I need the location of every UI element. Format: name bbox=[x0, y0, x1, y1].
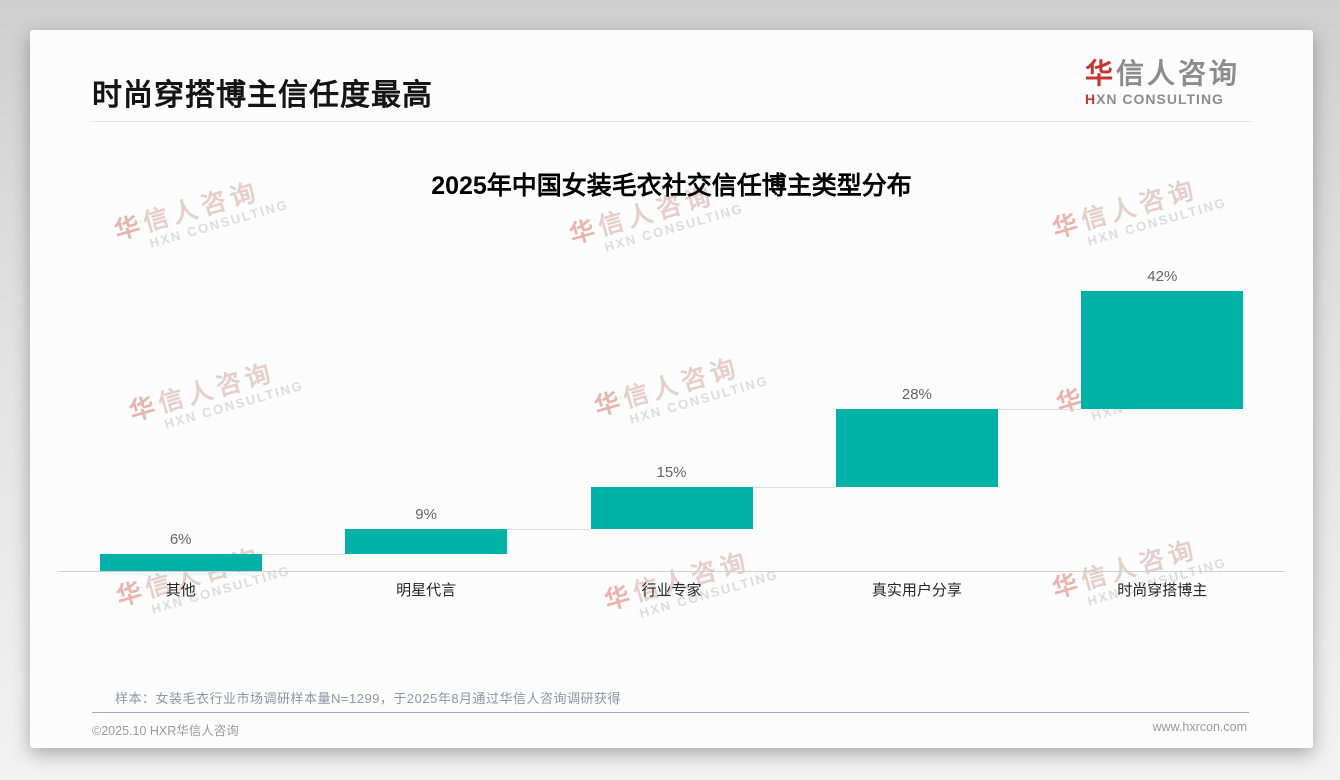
category-label: 时尚穿搭博主 bbox=[1117, 582, 1208, 599]
category-label: 其他 bbox=[165, 582, 196, 599]
footer-website[interactable]: www.hxrcon.com bbox=[1152, 720, 1247, 734]
sample-note: 样本：女装毛衣行业市场调研样本量N=1299，于2025年8月通过华信人咨询调研… bbox=[115, 691, 622, 706]
waterfall-connector bbox=[261, 554, 346, 556]
bar-时尚穿搭博主 bbox=[1081, 291, 1244, 409]
brand-logo-en-accent: H bbox=[1084, 91, 1097, 107]
bar-value-label: 28% bbox=[901, 385, 932, 403]
x-axis-line bbox=[58, 571, 1285, 572]
brand-logo-english: HXN CONSULTING bbox=[1085, 91, 1240, 107]
bar-真实用户分享 bbox=[835, 408, 998, 487]
chart-title: 2025年中国女装毛衣社交信任博主类型分布 bbox=[431, 172, 912, 200]
footer-divider bbox=[92, 712, 1249, 713]
bar-明星代言 bbox=[345, 529, 508, 555]
title-divider bbox=[90, 121, 1251, 122]
brand-logo-zh-rest: 信人咨询 bbox=[1115, 58, 1240, 89]
bar-value-label: 6% bbox=[169, 531, 192, 549]
bar-value-label: 42% bbox=[1147, 268, 1178, 285]
brand-logo-zh-accent: 华 bbox=[1084, 58, 1116, 89]
bar-value-label: 9% bbox=[415, 506, 437, 523]
category-label: 行业专家 bbox=[641, 582, 702, 599]
bar-value-label: 15% bbox=[656, 464, 687, 481]
brand-logo-en-rest: XN CONSULTING bbox=[1096, 91, 1224, 107]
brand-logo: 华信人咨询 HXN CONSULTING bbox=[1085, 58, 1240, 107]
page-title: 时尚穿搭博主信任度最高 bbox=[92, 79, 433, 112]
brand-logo-chinese: 华信人咨询 bbox=[1085, 58, 1240, 90]
waterfall-connector bbox=[997, 408, 1082, 410]
waterfall-connector bbox=[752, 487, 836, 488]
bar-其他 bbox=[99, 554, 262, 571]
category-label: 明星代言 bbox=[396, 582, 457, 599]
bar-行业专家 bbox=[590, 487, 753, 529]
report-card: 华信人咨询 HXN CONSULTING 华信人咨询 HXN CONSULTING 华信… bbox=[30, 30, 1313, 748]
category-label: 真实用户分享 bbox=[871, 582, 962, 599]
footer-copyright: ©2025.10 HXR华信人咨询 bbox=[92, 724, 239, 738]
waterfall-connector bbox=[507, 529, 591, 530]
waterfall-chart: 6% 其他 9% 明星代言 15% 行业专家 28% 真实用户分享 42% 时尚穿搭博主 bbox=[58, 30, 1285, 650]
